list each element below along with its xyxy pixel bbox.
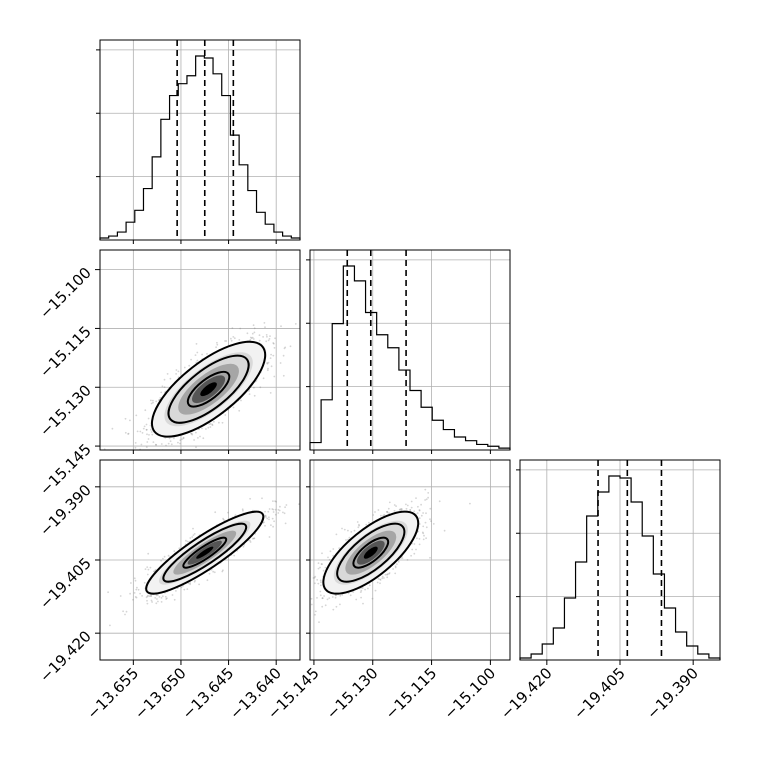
x-tick-label: −19.390 — [643, 664, 702, 723]
x-tick-label: −15.100 — [440, 664, 499, 723]
y-tick-label: −15.100 — [36, 264, 95, 323]
contour-1 — [162, 522, 248, 583]
contour-2 — [145, 510, 265, 595]
histogram-panel-2 — [516, 459, 721, 661]
density-level-4 — [363, 546, 378, 559]
density-level-4 — [200, 382, 217, 397]
contour-2 — [150, 340, 267, 438]
contour-0 — [186, 370, 231, 408]
contour-1 — [167, 354, 250, 424]
histogram-steps — [99, 55, 301, 240]
panel-frame — [309, 249, 511, 451]
contour-2 — [322, 510, 420, 595]
density-level-4 — [196, 546, 214, 559]
scatter-panel-0-2 — [99, 459, 301, 661]
histogram-panel-1 — [306, 249, 511, 451]
x-tick-label: −13.655 — [83, 664, 142, 723]
y-tick-label: −15.130 — [36, 381, 95, 440]
histogram-steps — [519, 475, 721, 660]
histogram-steps — [309, 265, 511, 450]
panel-frame — [99, 249, 301, 451]
grid — [100, 460, 300, 660]
x-tick-label: −15.130 — [323, 664, 382, 723]
grid — [100, 40, 300, 240]
contour-1 — [336, 522, 406, 583]
y-tick-label: −19.405 — [36, 554, 95, 613]
y-tick-label: −15.115 — [36, 323, 95, 382]
scatter-panel-0-1 — [99, 249, 301, 451]
histogram-panel-0 — [96, 39, 301, 241]
y-tick-label: −19.420 — [36, 627, 95, 686]
x-tick-label: −15.115 — [382, 664, 441, 723]
x-tick-label: −19.405 — [570, 664, 629, 723]
grid — [520, 460, 720, 660]
x-tick-label: −13.650 — [131, 664, 190, 723]
panel-frame — [99, 39, 301, 241]
x-tick-label: −13.645 — [179, 664, 238, 723]
x-tick-label: −19.420 — [497, 664, 556, 723]
scatter-panel-1-2 — [309, 459, 511, 661]
grid — [310, 250, 510, 450]
contour-0 — [352, 536, 390, 569]
contour-0 — [182, 536, 228, 569]
